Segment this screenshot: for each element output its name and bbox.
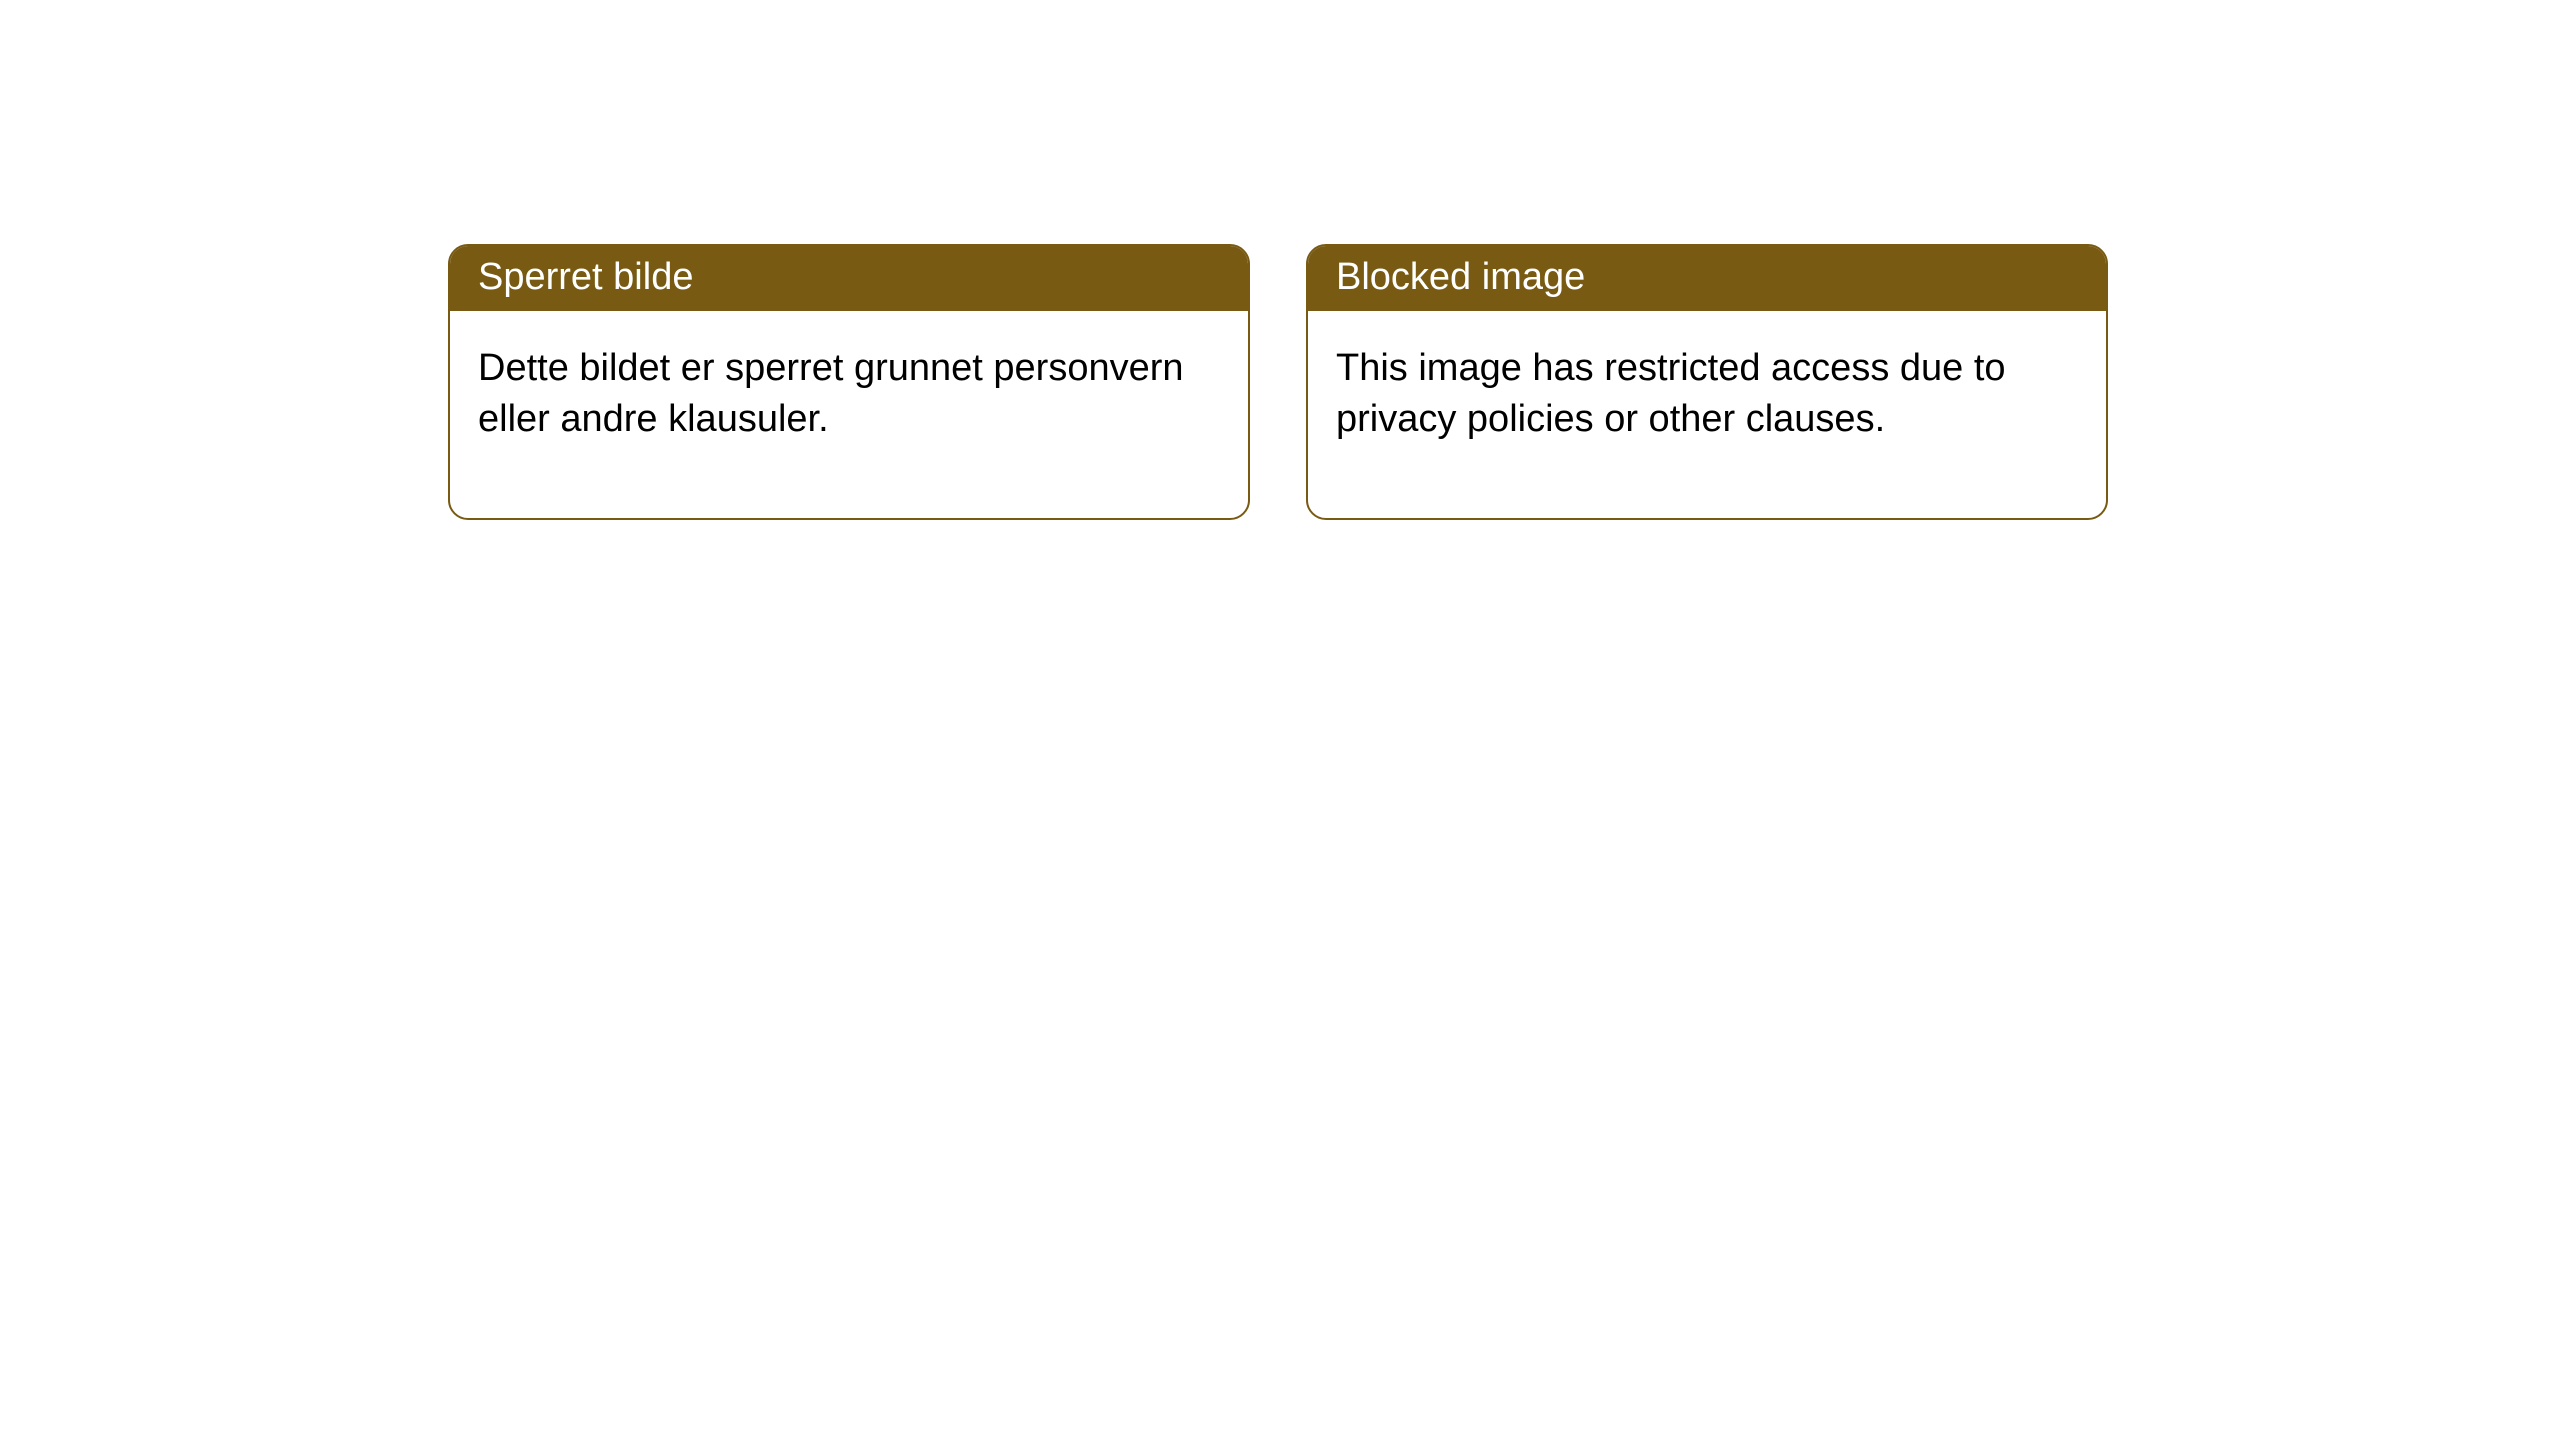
notice-container: Sperret bilde Dette bildet er sperret gr… (0, 0, 2560, 520)
notice-body: This image has restricted access due to … (1308, 311, 2106, 518)
notice-text: This image has restricted access due to … (1336, 347, 2006, 440)
notice-card-english: Blocked image This image has restricted … (1306, 244, 2108, 520)
notice-header: Blocked image (1308, 246, 2106, 311)
notice-text: Dette bildet er sperret grunnet personve… (478, 347, 1184, 440)
notice-body: Dette bildet er sperret grunnet personve… (450, 311, 1248, 518)
notice-title: Blocked image (1336, 256, 1585, 298)
notice-header: Sperret bilde (450, 246, 1248, 311)
notice-card-norwegian: Sperret bilde Dette bildet er sperret gr… (448, 244, 1250, 520)
notice-title: Sperret bilde (478, 256, 693, 298)
